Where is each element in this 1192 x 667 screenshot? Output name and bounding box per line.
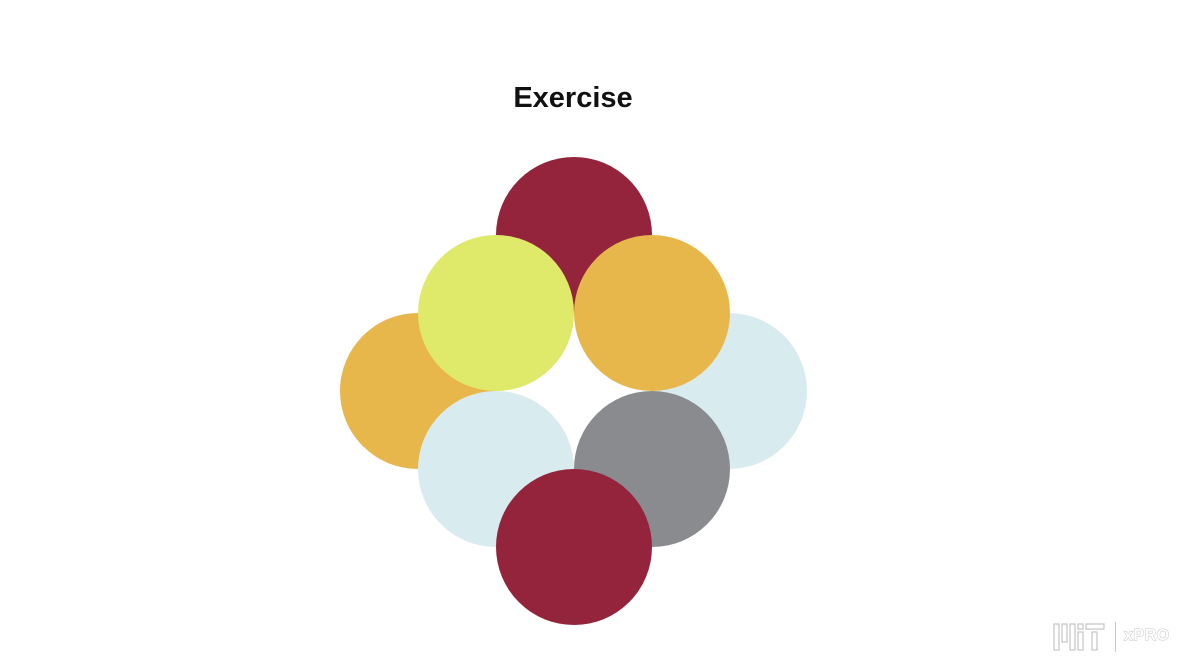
bottom-crimson-circle <box>496 469 652 625</box>
logo-divider <box>1115 622 1116 652</box>
xpro-wordmark: xPRO <box>1124 627 1170 645</box>
upper-left-yellow-circle <box>418 235 574 391</box>
mit-logo-icon <box>1053 623 1105 651</box>
slide-title: Exercise <box>513 82 633 114</box>
upper-right-orange-circle <box>574 235 730 391</box>
mit-xpro-logo: xPRO <box>1052 620 1182 654</box>
